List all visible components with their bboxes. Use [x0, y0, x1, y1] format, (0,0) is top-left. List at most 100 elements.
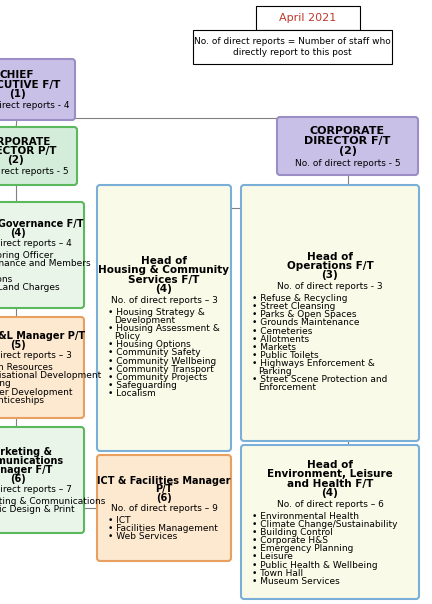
Text: No. of direct reports = Number of staff who
directly report to this post: No. of direct reports = Number of staff … [194, 37, 391, 57]
Text: Housing & Community: Housing & Community [98, 265, 229, 275]
Text: Parking: Parking [258, 367, 292, 376]
Text: Head of: Head of [307, 252, 353, 262]
Text: • Cemeteries: • Cemeteries [252, 327, 312, 335]
FancyBboxPatch shape [256, 6, 360, 30]
Text: Policy: Policy [114, 332, 140, 341]
Text: • Street Scene Protection and: • Street Scene Protection and [252, 375, 388, 384]
Text: Environment, Leisure: Environment, Leisure [267, 469, 393, 480]
Text: and Health F/T: and Health F/T [287, 479, 373, 489]
Text: • Leisure: • Leisure [252, 553, 293, 561]
Text: Marketing &: Marketing & [0, 448, 52, 457]
Text: • Building Control: • Building Control [252, 528, 333, 537]
Text: • Housing Assessment &: • Housing Assessment & [108, 324, 220, 333]
Text: • Housing Strategy &: • Housing Strategy & [108, 308, 205, 316]
Text: • Housing Options: • Housing Options [108, 340, 191, 349]
Text: Head of Governance F/T: Head of Governance F/T [0, 219, 84, 229]
FancyBboxPatch shape [0, 202, 84, 308]
Text: • Climate Change/Sustainability: • Climate Change/Sustainability [252, 520, 397, 529]
Text: • Monitoring Officer: • Monitoring Officer [0, 251, 53, 260]
Text: • Apprenticeships: • Apprenticeships [0, 396, 44, 405]
Text: (4): (4) [321, 488, 338, 498]
Text: • Markets: • Markets [252, 342, 296, 352]
Text: No. of direct reports - 5: No. of direct reports - 5 [295, 159, 400, 168]
Text: (1): (1) [9, 89, 25, 99]
FancyBboxPatch shape [0, 59, 75, 120]
Text: • Member Development: • Member Development [0, 388, 73, 397]
Text: • Environmental Health: • Environmental Health [252, 512, 359, 521]
Text: • Public Health & Wellbeing: • Public Health & Wellbeing [252, 561, 378, 570]
Text: • Localism: • Localism [108, 389, 156, 398]
Text: No. of direct reports - 5: No. of direct reports - 5 [0, 167, 69, 176]
Text: • Refuse & Recycling: • Refuse & Recycling [252, 294, 347, 303]
Text: CORPORATE: CORPORATE [310, 126, 385, 136]
Text: (4): (4) [156, 284, 172, 294]
Text: No. of direct reports – 7: No. of direct reports – 7 [0, 485, 71, 494]
Text: P/T: P/T [156, 484, 173, 495]
Text: (5): (5) [10, 340, 26, 350]
Text: • Community Transport: • Community Transport [108, 365, 214, 374]
Text: (2): (2) [339, 146, 356, 156]
Text: Manager F/T: Manager F/T [0, 465, 52, 475]
Text: EXECUTIVE F/T: EXECUTIVE F/T [0, 80, 60, 89]
Text: • Public Toilets: • Public Toilets [252, 351, 319, 360]
Text: • Local Land Charges: • Local Land Charges [0, 283, 60, 292]
Text: No. of direct reports – 6: No. of direct reports – 6 [276, 500, 384, 509]
Text: • ICT: • ICT [108, 516, 130, 525]
Text: CHIEF: CHIEF [0, 70, 34, 80]
Text: April 2021: April 2021 [280, 13, 337, 23]
Text: (3): (3) [322, 271, 338, 280]
Text: (6): (6) [10, 474, 26, 484]
Text: • Community Safety: • Community Safety [108, 349, 200, 358]
FancyBboxPatch shape [0, 427, 84, 533]
Text: • Safeguarding: • Safeguarding [108, 381, 177, 390]
Text: Development: Development [114, 316, 175, 325]
Text: No. of direct reports - 3: No. of direct reports - 3 [277, 282, 383, 291]
Text: • Community Projects: • Community Projects [108, 373, 207, 382]
Text: No. of direct reports – 3: No. of direct reports – 3 [0, 352, 71, 361]
Text: Head of: Head of [141, 256, 187, 266]
Text: • Street Cleansing: • Street Cleansing [252, 302, 335, 311]
Text: Services F/T: Services F/T [128, 275, 200, 284]
Text: No. of direct reports - 4: No. of direct reports - 4 [0, 101, 70, 110]
Text: (4): (4) [10, 228, 26, 238]
FancyBboxPatch shape [97, 455, 231, 561]
Text: ICT & Facilities Manager: ICT & Facilities Manager [97, 476, 231, 486]
Text: CORPORATE: CORPORATE [0, 137, 51, 147]
FancyBboxPatch shape [241, 445, 419, 599]
Text: • Emergency Planning: • Emergency Planning [252, 544, 353, 553]
Text: Head of: Head of [307, 460, 353, 470]
Text: Enforcement: Enforcement [258, 384, 316, 393]
Text: • Museum Services: • Museum Services [252, 577, 340, 586]
Text: • Facilities Management: • Facilities Management [108, 524, 218, 533]
Text: • Organisational Development: • Organisational Development [0, 371, 101, 381]
Text: • Graphic Design & Print: • Graphic Design & Print [0, 505, 75, 514]
Text: • Governance and Members: • Governance and Members [0, 259, 91, 268]
Text: • Web Services: • Web Services [108, 533, 177, 541]
Text: • Highways Enforcement &: • Highways Enforcement & [252, 359, 375, 368]
Text: (6): (6) [156, 493, 172, 503]
Text: No. of direct reports – 4: No. of direct reports – 4 [0, 239, 71, 248]
FancyBboxPatch shape [0, 317, 84, 418]
FancyBboxPatch shape [97, 185, 231, 451]
Text: • Town Hall: • Town Hall [252, 568, 303, 577]
Text: • Learning: • Learning [0, 379, 11, 388]
Text: • Corporate H&S: • Corporate H&S [252, 536, 328, 545]
Text: • Marketing & Communications: • Marketing & Communications [0, 496, 105, 506]
Text: • Parks & Open Spaces: • Parks & Open Spaces [252, 310, 356, 320]
FancyBboxPatch shape [241, 185, 419, 441]
Text: HR & OD&L Manager P/T: HR & OD&L Manager P/T [0, 332, 85, 341]
Text: • Grounds Maintenance: • Grounds Maintenance [252, 318, 359, 327]
Text: • Elections: • Elections [0, 275, 12, 284]
FancyBboxPatch shape [277, 117, 418, 175]
Text: DIRECTOR F/T: DIRECTOR F/T [304, 136, 391, 146]
Text: • Human Resources: • Human Resources [0, 363, 53, 372]
Text: (2): (2) [8, 155, 24, 165]
Text: No. of direct reports – 9: No. of direct reports – 9 [111, 504, 217, 513]
Text: DIRECTOR P/T: DIRECTOR P/T [0, 146, 57, 156]
Text: Communications: Communications [0, 456, 64, 466]
Text: • Allotments: • Allotments [252, 335, 309, 344]
FancyBboxPatch shape [193, 30, 392, 64]
FancyBboxPatch shape [0, 127, 77, 185]
Text: Operations F/T: Operations F/T [286, 261, 373, 271]
Text: No. of direct reports – 3: No. of direct reports – 3 [111, 296, 217, 305]
